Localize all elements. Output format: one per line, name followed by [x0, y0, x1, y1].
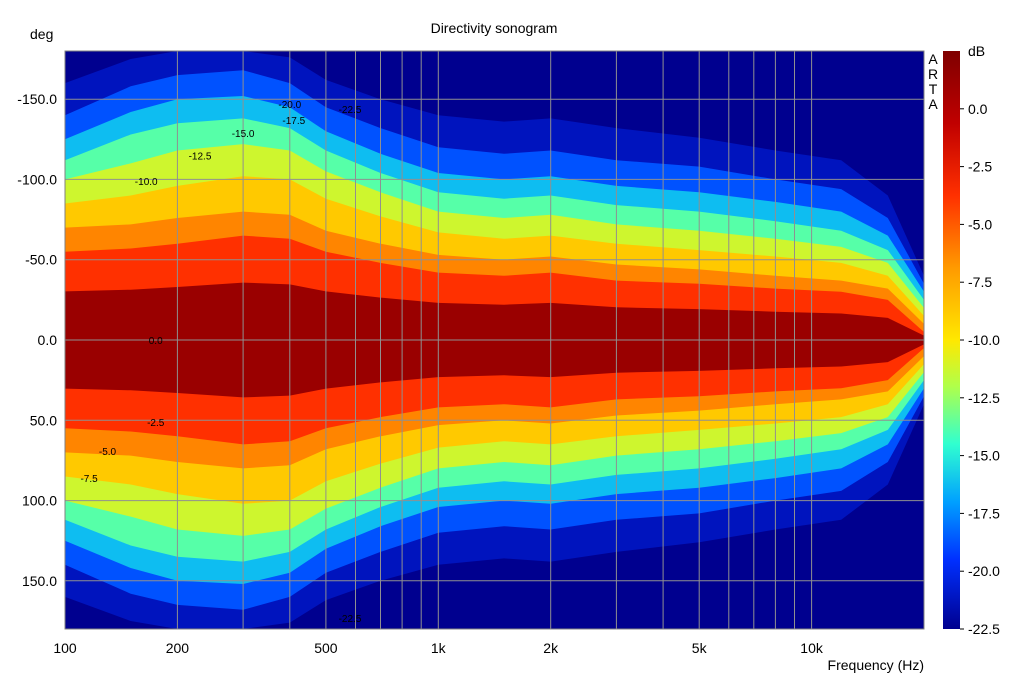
- contour-label: -7.5: [80, 474, 98, 485]
- y-tick-label: 150.0: [22, 573, 57, 589]
- contour-label: -22.5: [339, 105, 362, 116]
- plot-area: -20.0 -22.5 -17.5 -15.0 -12.5 -10.0 0.0 -2.5 -5.…: [64, 50, 925, 630]
- x-tick-label: 2k: [543, 640, 559, 656]
- grid-lines: [64, 51, 924, 629]
- contour-label: -22.5: [339, 614, 362, 625]
- x-tick-label: 5k: [692, 640, 708, 656]
- chart-title: Directivity sonogram: [431, 20, 558, 36]
- brand-letter: T: [929, 81, 938, 97]
- colorbar-tick-label: -17.5: [968, 505, 1000, 521]
- y-tick-label: 50.0: [30, 412, 57, 428]
- contour-label: -17.5: [282, 116, 305, 127]
- heatmap-bands: [65, 51, 924, 629]
- x-axis-ticks: 100 200 500 1k 2k 5k 10k: [53, 640, 824, 656]
- contour-labels: -20.0 -22.5 -17.5 -15.0 -12.5 -10.0 0.0 -2.5 -5.…: [80, 100, 361, 625]
- y-tick-label: -100.0: [17, 171, 57, 187]
- brand-letter: A: [928, 51, 938, 67]
- x-axis-label: Frequency (Hz): [828, 657, 924, 673]
- colorbar-tick-label: -12.5: [968, 390, 1000, 406]
- y-axis-ticks: -150.0 -100.0 -50.0 0.0 50.0 100.0 150.0: [17, 91, 57, 589]
- colorbar-gradient: [943, 51, 960, 629]
- x-tick-label: 1k: [431, 640, 447, 656]
- x-tick-label: 100: [53, 640, 77, 656]
- contour-label: 0.0: [149, 336, 163, 347]
- x-tick-label: 200: [166, 640, 190, 656]
- contour-label: -2.5: [147, 418, 165, 429]
- contour-label: -15.0: [232, 129, 255, 140]
- y-tick-label: -50.0: [25, 252, 57, 268]
- colorbar-tick-label: 0.0: [968, 101, 988, 117]
- y-tick-label: -150.0: [17, 91, 57, 107]
- colorbar-tick-label: -5.0: [968, 216, 992, 232]
- colorbar-tick-label: -20.0: [968, 563, 1000, 579]
- colorbar-tick-label: -22.5: [968, 621, 1000, 637]
- y-tick-label: 0.0: [38, 332, 58, 348]
- colorbar-tick-label: -7.5: [968, 274, 992, 290]
- contour-label: -10.0: [135, 177, 158, 188]
- colorbar-tick-label: -15.0: [968, 448, 1000, 464]
- contour-label: -5.0: [99, 447, 117, 458]
- y-axis-label: deg: [30, 26, 53, 42]
- x-tick-label: 10k: [800, 640, 824, 656]
- contour-label: -12.5: [189, 151, 212, 162]
- plot-frame: [64, 50, 925, 630]
- colorbar-unit: dB: [968, 43, 985, 59]
- colorbar-ticks: 0.0 -2.5 -5.0 -7.5 -10.0 -12.5 -15.0 -17.5 -20.0…: [960, 101, 1000, 637]
- y-tick-label: 100.0: [22, 493, 57, 509]
- brand-letter: R: [928, 66, 938, 82]
- colorbar-tick-label: -2.5: [968, 159, 992, 175]
- x-tick-label: 500: [314, 640, 338, 656]
- colorbar-tick-label: -10.0: [968, 332, 1000, 348]
- brand-letter: A: [928, 96, 938, 112]
- colorbar: dB 0.0 -2.5 -5.0 -7.5 -10.0 -12.5 -15.0 -17.5 -2…: [943, 43, 1000, 637]
- contour-label: -20.0: [278, 100, 301, 111]
